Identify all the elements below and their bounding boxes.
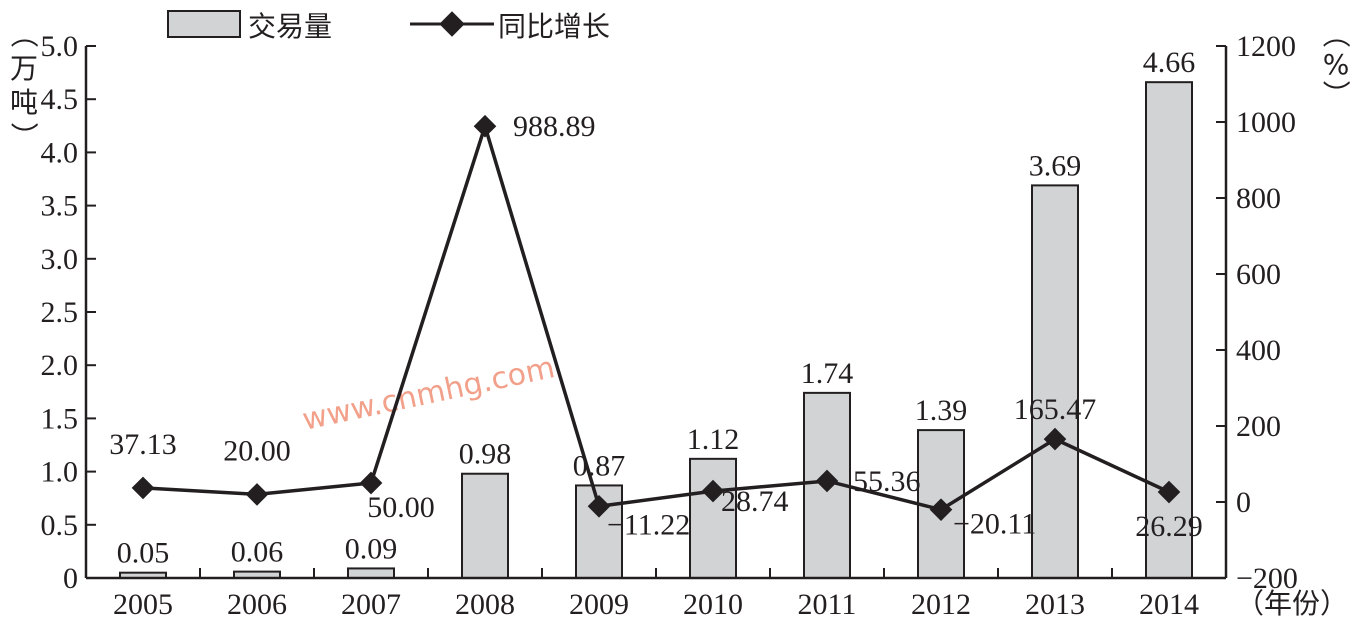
bar-2008 — [461, 472, 509, 579]
growth-line — [142, 120, 1170, 512]
right-tick-label: −200 — [1236, 562, 1298, 595]
left-tick-label: 5.0 — [41, 30, 79, 63]
axis-unit-char: 万 — [10, 52, 38, 85]
right-tick-label: 0 — [1236, 486, 1251, 519]
x-tick-label: 2010 — [683, 588, 743, 621]
x-tick-label: 2009 — [569, 588, 629, 621]
growth-value-label: 165.47 — [1014, 393, 1097, 426]
x-tick-label: 2011 — [798, 588, 857, 621]
growth-value-label: −11.22 — [607, 508, 690, 541]
bar-value-label: 0.06 — [231, 536, 284, 569]
legend: 交易量 同比增长 — [167, 10, 610, 43]
growth-marker-2008 — [473, 114, 497, 138]
left-tick-label: 3.5 — [41, 190, 79, 223]
right-tick-label: 600 — [1236, 258, 1281, 291]
legend-bar-label: 交易量 — [248, 10, 332, 43]
x-tick-label: 2006 — [227, 588, 287, 621]
right-tick-label: 400 — [1236, 334, 1281, 367]
growth-value-label: 55.36 — [853, 465, 921, 498]
axis-unit-char: % — [1323, 48, 1350, 81]
watermark: www.cnmhg.com — [299, 350, 557, 438]
bar-2007 — [347, 567, 395, 580]
growth-value-label: 28.74 — [721, 485, 789, 518]
right-tick-label: 1000 — [1236, 106, 1296, 139]
growth-marker-2014 — [1157, 480, 1181, 504]
x-tick-label: 2014 — [1139, 588, 1199, 621]
left-tick-label: 3.0 — [41, 243, 79, 276]
axis-unit-char: 吨 — [10, 86, 38, 119]
growth-value-label: 50.00 — [367, 491, 435, 524]
bar-value-label: 4.66 — [1143, 46, 1196, 79]
bar-value-label: 3.69 — [1029, 149, 1082, 182]
left-axis-unit: （ 万吨 ） — [7, 20, 40, 150]
left-tick-label: 0.5 — [41, 509, 79, 542]
growth-marker-2005 — [131, 476, 155, 500]
growth-value-label: 26.29 — [1135, 510, 1203, 543]
legend-line-label: 同比增长 — [498, 10, 610, 43]
left-tick-label: 4.5 — [41, 83, 79, 116]
growth-marker-2010 — [701, 479, 725, 503]
x-tick-label: 2013 — [1025, 588, 1085, 621]
axis-unit-char: （ — [1319, 20, 1352, 48]
x-tick-label: 2005 — [113, 588, 173, 621]
growth-marker-2006 — [245, 483, 269, 506]
growth-marker-2007 — [359, 471, 383, 495]
growth-value-label: −20.11 — [953, 508, 1036, 541]
right-tick-label: 1200 — [1236, 30, 1296, 63]
bar-2014 — [1145, 81, 1193, 580]
growth-marker-2012 — [929, 498, 953, 521]
x-axis-unit: （年份） — [1236, 587, 1348, 620]
x-tick-label: 2007 — [341, 588, 401, 621]
left-tick-label: 2.0 — [41, 349, 79, 382]
right-tick-label: 200 — [1236, 410, 1281, 443]
bar-value-label: 1.39 — [915, 394, 968, 427]
growth-marker-2013 — [1043, 427, 1067, 451]
left-tick-label: 2.5 — [41, 296, 79, 329]
bar-2010 — [689, 457, 737, 579]
line-series — [131, 114, 1181, 521]
left-tick-label: 1.0 — [41, 456, 79, 489]
bar-value-label: 1.74 — [801, 357, 854, 390]
x-tick-label: 2008 — [455, 588, 515, 621]
left-tick-label: 1.5 — [41, 402, 79, 435]
growth-value-label: 37.13 — [109, 428, 177, 461]
right-tick-label: 800 — [1236, 182, 1281, 215]
left-tick-label: 4.0 — [41, 136, 79, 169]
growth-value-label: 20.00 — [223, 434, 291, 467]
data-labels: 0.05 0.06 0.09 0.98 0.87 1.12 1.74 1.39 3.69 4.66… — [109, 46, 1203, 570]
axis-unit-char: ） — [1319, 80, 1352, 108]
axis-unit-char: ） — [7, 122, 40, 150]
axes: 0 0.5 1.0 1.5 2.0 2.5 3.0 3.5 4.0 4.5 5.0 −200 0 200 4… — [41, 30, 1298, 621]
bar-value-label: 0.87 — [573, 449, 626, 482]
legend-line-marker — [439, 11, 465, 37]
growth-value-label: 988.89 — [513, 110, 596, 143]
x-tick-label: 2012 — [911, 588, 971, 621]
bar-2013 — [1031, 184, 1079, 579]
bar-value-label: 0.05 — [117, 537, 170, 570]
bar-value-label: 1.12 — [687, 423, 740, 456]
right-axis-unit: （%） — [1319, 20, 1352, 108]
axis-unit-char: （ — [7, 20, 40, 48]
growth-marker-2009 — [587, 494, 611, 518]
left-tick-label: 0 — [63, 562, 78, 595]
bar-value-label: 0.09 — [345, 532, 398, 565]
bar-value-label: 0.98 — [459, 438, 512, 471]
legend-bar-swatch — [167, 10, 241, 38]
growth-marker-2011 — [815, 469, 839, 493]
